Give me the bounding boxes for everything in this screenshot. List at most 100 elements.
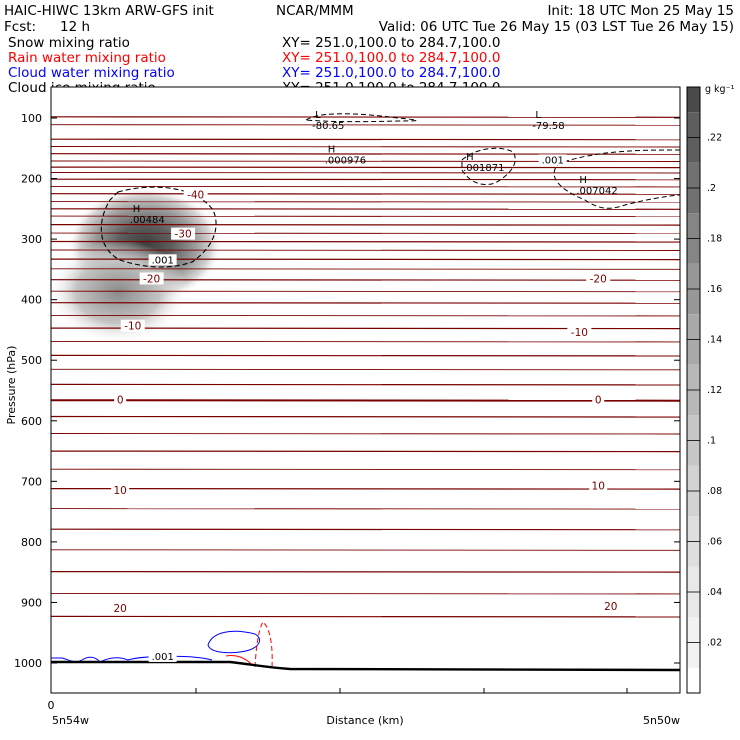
extremum-marker: H	[328, 145, 336, 156]
cloud-water-cell	[207, 630, 260, 654]
ice-contour-top	[304, 113, 417, 123]
temperature-contour-line	[51, 398, 680, 403]
y-tick-label: 1000	[14, 657, 42, 670]
temperature-contour-line	[51, 528, 680, 531]
temperature-contour-line	[51, 258, 680, 261]
extremum-value: .00484	[130, 215, 165, 226]
y-tick-label: 100	[21, 112, 42, 125]
colorbar: .02 .04 .06 .08 .1 .12 .14 .16 .18 .2 .22 g kg⁻¹	[686, 84, 735, 694]
colorbar-tick-label: .04	[707, 587, 722, 598]
water-label-bg	[148, 650, 177, 662]
model-title: HAIC-HIWC 13km ARW-GFS init	[4, 3, 214, 19]
temperature-contour-line	[51, 223, 680, 227]
extremum-marker: L	[535, 110, 541, 121]
colorbar-tick-label: .08	[707, 486, 722, 497]
valid-time: Valid: 06 UTC Tue 26 May 15 (03 LST Tue …	[379, 19, 734, 35]
rain-contour	[254, 621, 273, 668]
temp-label-bg	[111, 601, 130, 614]
temperature-label: 20	[604, 601, 617, 613]
y-axis-label: Pressure (hPa)	[5, 346, 18, 425]
temperature-label: 0	[117, 395, 124, 407]
x-tick-label: 0	[48, 699, 55, 712]
ice-contour-right	[553, 149, 680, 209]
y-tick-label: 300	[21, 233, 42, 246]
y-tick-label: 200	[21, 173, 42, 186]
extremum-marker: L	[315, 110, 321, 121]
temperature-label: 10	[592, 481, 605, 493]
colorbar-tick-label: .18	[707, 234, 722, 245]
temperature-contour-line	[51, 192, 680, 196]
rain-contour-edge	[225, 655, 253, 666]
temperature-contours	[51, 115, 680, 618]
snow-shading-tail	[51, 240, 188, 344]
ice-contour-label: .001	[152, 255, 174, 266]
colorbar-tick-label: .16	[707, 284, 722, 295]
y-tick-label: 500	[21, 354, 42, 367]
temperature-contour-line	[51, 354, 680, 357]
field-xy: XY= 251.0,100.0 to 284.7,100.0	[282, 35, 500, 51]
temp-label-bg	[111, 483, 130, 496]
ice-label-bg	[148, 254, 177, 266]
temperature-contour-line	[51, 615, 680, 618]
temperature-contour-line	[51, 450, 680, 453]
field-name: Cloud water mixing ratio	[8, 65, 175, 81]
temp-label-bg	[120, 319, 145, 332]
temperature-label: -20	[143, 273, 160, 285]
temperature-contour-line	[51, 207, 680, 211]
temperature-label: -10	[571, 327, 588, 339]
extremum-value: .000976	[325, 156, 366, 167]
x-axis-label: Distance (km)	[326, 714, 403, 727]
temp-label-bg	[601, 600, 620, 613]
y-tick-label: 600	[21, 415, 42, 428]
figure-header: HAIC-HIWC 13km ARW-GFS init NCAR/MMM Ini…	[4, 3, 734, 96]
y-tick-label: 700	[21, 475, 42, 488]
temperature-contour-line	[51, 240, 680, 244]
temp-label-bg	[567, 325, 592, 338]
field-xy: XY= 251.0,100.0 to 284.7,100.0	[282, 50, 500, 66]
temperature-contour-line	[51, 570, 680, 574]
extremum-value: .007042	[576, 186, 617, 197]
temperature-label: -10	[124, 321, 141, 333]
ice-contour-left	[100, 186, 217, 268]
temperature-contour-line	[51, 383, 680, 386]
temp-label-bg	[589, 479, 608, 492]
cloud-water-label: .001	[152, 652, 174, 663]
fcst-value: 12 h	[60, 19, 90, 35]
temp-label-bg	[139, 272, 164, 285]
field-name: Snow mixing ratio	[8, 35, 130, 51]
temperature-contour-line	[51, 178, 680, 181]
colorbar-tick-label: .02	[707, 638, 722, 649]
colorbar-cell	[687, 667, 700, 693]
extremum-value: -80.65	[312, 121, 344, 132]
colorbar-tick-label: .1	[707, 436, 716, 447]
extremum-value: .001871	[463, 163, 504, 174]
temperature-label: 0	[595, 395, 602, 407]
temperature-label: -20	[590, 273, 607, 285]
ice-label-bg	[538, 154, 567, 166]
terrain-line	[51, 660, 680, 672]
temperature-contour-line	[51, 487, 680, 491]
temperature-contour-line	[51, 415, 680, 419]
y-tick-label: 800	[21, 536, 42, 549]
field-name: Rain water mixing ratio	[8, 50, 166, 66]
temperature-label: -30	[175, 229, 192, 241]
init-time: Init: 18 UTC Mon 25 May 15	[547, 3, 734, 19]
colorbar-tick-label: .06	[707, 537, 722, 548]
temperature-contour-line	[51, 152, 680, 156]
temperature-contour-line	[51, 138, 680, 141]
temperature-label: -40	[187, 189, 204, 201]
extremum-value: -79.58	[532, 121, 564, 132]
ice-contour-mid	[461, 147, 516, 185]
field-xy: XY= 251.0,100.0 to 284.7,100.0	[282, 65, 500, 81]
plot-frame	[50, 86, 681, 694]
y-tick-label: 400	[21, 294, 42, 307]
extremum-marker: H	[466, 152, 474, 163]
temperature-contour-line	[51, 166, 680, 169]
colorbar-tick-label: .14	[707, 335, 722, 346]
temperature-contour-line	[51, 115, 680, 119]
distance-axis: 0	[48, 688, 628, 712]
colorbar-tick-label: .22	[707, 133, 722, 144]
temperature-contour-line	[51, 301, 680, 305]
